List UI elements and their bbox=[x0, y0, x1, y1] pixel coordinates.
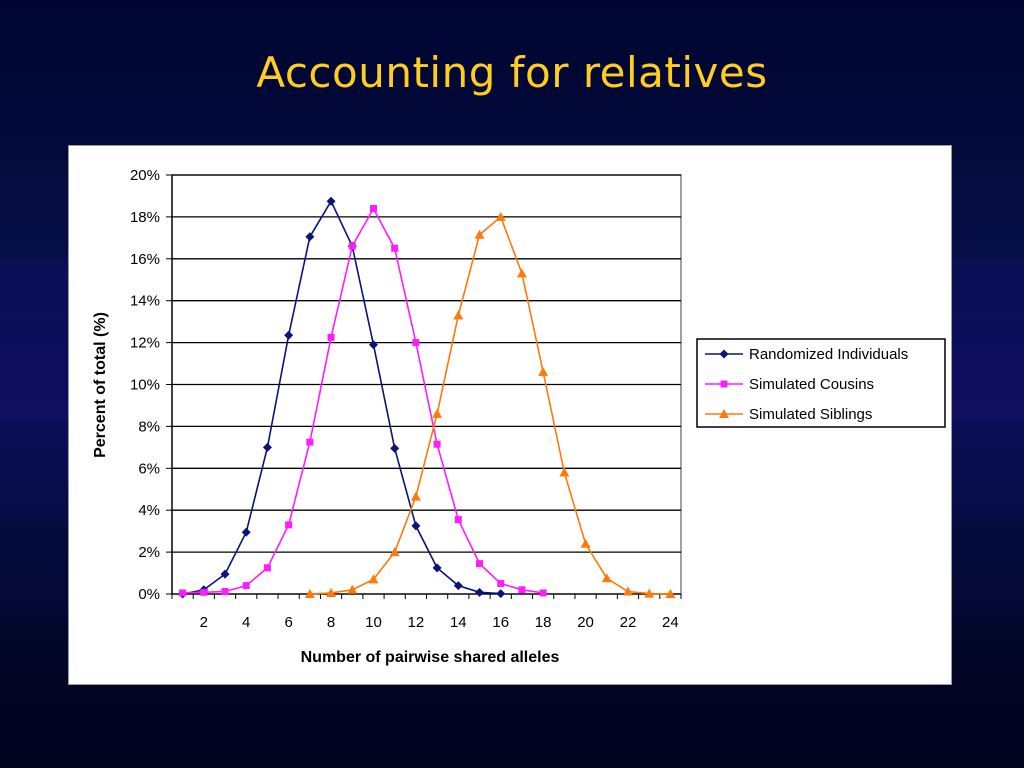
data-point bbox=[326, 196, 336, 206]
data-point bbox=[368, 340, 378, 350]
data-point bbox=[495, 211, 506, 221]
data-point bbox=[622, 586, 633, 596]
slide-title: Accounting for relatives bbox=[256, 48, 768, 97]
y-tick-label: 16% bbox=[130, 251, 160, 268]
data-point bbox=[389, 547, 400, 557]
data-point bbox=[559, 467, 570, 477]
data-point bbox=[476, 560, 484, 568]
data-point bbox=[518, 586, 526, 594]
data-point bbox=[433, 440, 441, 448]
legend-label: Simulated Cousins bbox=[749, 376, 874, 393]
data-point bbox=[304, 589, 315, 598]
legend-marker bbox=[719, 349, 729, 359]
data-point bbox=[242, 582, 250, 590]
series-0 bbox=[178, 196, 506, 599]
data-point bbox=[411, 521, 421, 531]
data-point bbox=[348, 242, 356, 250]
y-tick-label: 8% bbox=[138, 418, 160, 435]
data-point bbox=[284, 330, 294, 340]
y-axis-label: Percent of total (%) bbox=[92, 312, 109, 458]
x-tick-label: 14 bbox=[450, 614, 467, 631]
y-tick-label: 18% bbox=[130, 209, 160, 226]
x-tick-labels: 2 4 6 8 10 12 14 16 18 20 22 24 bbox=[200, 614, 679, 631]
series-line bbox=[182, 199, 501, 595]
data-point bbox=[516, 268, 527, 278]
data-point bbox=[580, 538, 591, 548]
legend-item: Randomized Individuals bbox=[705, 346, 908, 363]
y-tick-label: 10% bbox=[130, 377, 160, 394]
data-point bbox=[665, 589, 676, 598]
data-point bbox=[221, 587, 229, 595]
data-point bbox=[347, 584, 358, 594]
data-point bbox=[412, 339, 420, 347]
x-tick-label: 10 bbox=[365, 614, 382, 631]
data-point bbox=[306, 438, 314, 446]
data-point bbox=[262, 442, 272, 452]
data-point bbox=[539, 589, 547, 597]
y-tick-labels: 0% 2% 4% 6% 8% 10% 12% 14% 16% 18% 20% bbox=[130, 167, 160, 603]
series-2 bbox=[304, 211, 676, 598]
y-tick-label: 6% bbox=[138, 460, 160, 477]
y-tick-label: 14% bbox=[130, 293, 160, 310]
x-tick-label: 8 bbox=[327, 614, 335, 631]
x-axis-label: Number of pairwise shared alleles bbox=[301, 649, 560, 666]
data-point bbox=[453, 581, 463, 591]
x-tick-label: 18 bbox=[535, 614, 552, 631]
x-tick-label: 20 bbox=[577, 614, 594, 631]
y-tick-label: 4% bbox=[138, 502, 160, 519]
axes bbox=[166, 174, 682, 599]
data-point bbox=[179, 589, 187, 597]
series-1 bbox=[179, 205, 547, 597]
data-point bbox=[200, 588, 208, 596]
data-point bbox=[368, 574, 379, 584]
legend-item: Simulated Cousins bbox=[705, 376, 874, 393]
x-tick-label: 2 bbox=[200, 614, 208, 631]
data-point bbox=[432, 563, 442, 573]
data-point bbox=[474, 229, 485, 239]
series-line bbox=[309, 215, 671, 595]
data-point bbox=[497, 580, 505, 588]
data-point bbox=[285, 521, 293, 529]
chart-panel: 0% 2% 4% 6% 8% 10% 12% 14% 16% 18% 20% 2 4 6 8 10 12 14 1… bbox=[68, 145, 952, 685]
legend: Randomized Individuals Simulated Cousins S… bbox=[696, 338, 946, 428]
data-point bbox=[453, 310, 464, 320]
legend-marker bbox=[719, 409, 729, 418]
series-line bbox=[182, 206, 544, 594]
x-tick-label: 6 bbox=[284, 614, 292, 631]
x-tick-label: 22 bbox=[620, 614, 637, 631]
x-tick-label: 24 bbox=[662, 614, 679, 631]
x-tick-label: 4 bbox=[242, 614, 250, 631]
data-point bbox=[326, 587, 337, 597]
x-tick-label: 16 bbox=[492, 614, 509, 631]
x-tick-label: 12 bbox=[408, 614, 425, 631]
data-point bbox=[305, 232, 315, 242]
y-tick-label: 12% bbox=[130, 335, 160, 352]
legend-label: Simulated Siblings bbox=[749, 406, 872, 423]
series-layer bbox=[178, 196, 676, 599]
data-point bbox=[644, 588, 655, 598]
data-point bbox=[220, 569, 230, 579]
data-point bbox=[454, 516, 462, 524]
data-point bbox=[475, 587, 485, 597]
y-tick-label: 20% bbox=[130, 167, 160, 184]
line-chart: 0%2%4%6%8%10%12%14%16%18%20% 2 4 6 8 10 12 14 1… bbox=[92, 167, 946, 666]
data-point bbox=[327, 333, 335, 341]
data-point bbox=[369, 205, 377, 213]
legend-label: Randomized Individuals bbox=[749, 346, 908, 363]
y-tick-label: 0% bbox=[138, 586, 160, 603]
legend-marker bbox=[720, 380, 728, 388]
data-point bbox=[601, 573, 612, 583]
data-point bbox=[410, 491, 421, 501]
data-point bbox=[496, 589, 506, 599]
data-point bbox=[263, 564, 271, 572]
data-point bbox=[241, 527, 251, 537]
data-point bbox=[390, 443, 400, 453]
data-point bbox=[432, 408, 443, 418]
data-point bbox=[538, 366, 549, 376]
y-tick-label: 2% bbox=[138, 544, 160, 561]
legend-item: Simulated Siblings bbox=[705, 406, 872, 423]
data-point bbox=[391, 244, 399, 252]
